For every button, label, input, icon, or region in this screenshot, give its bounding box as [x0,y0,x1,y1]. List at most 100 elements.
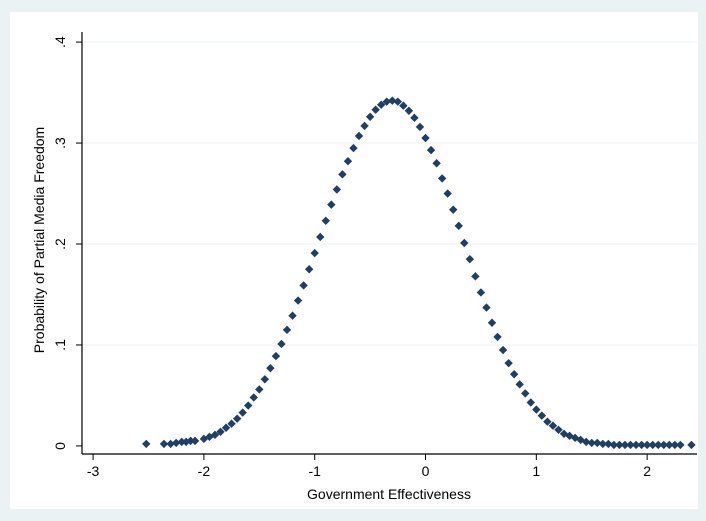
data-point [498,345,508,355]
data-point [432,159,441,168]
data-point [648,440,657,450]
data-point [304,265,314,274]
data-point [338,170,347,179]
data-point [288,311,297,320]
data-point [665,440,674,450]
data-point [232,414,242,423]
y-tick-label: .1 [52,339,68,351]
data-point [576,435,585,445]
data-point [537,411,547,420]
data-point [332,185,342,194]
data-point [410,113,419,123]
data-point [554,425,563,434]
x-tick-label: -2 [198,463,211,479]
data-point [216,427,225,436]
data-point [509,370,519,379]
data-point [166,439,175,449]
data-point [631,440,641,450]
data-point [221,423,231,432]
data-point [609,440,619,450]
data-point [404,106,414,115]
data-point [227,419,236,428]
data-point [365,112,375,122]
plot-area [10,12,698,509]
x-tick-label: 0 [422,463,430,479]
data-point [159,439,169,449]
data-point [449,205,458,214]
data-point [570,433,580,443]
tick-layer: 0 .1 .2 .3 .4 -3 -2 -1 0 1 2 [52,36,651,479]
y-tick-label: .3 [52,137,68,149]
data-point [249,393,258,402]
data-point [266,363,275,373]
y-tick-label: 0 [52,442,68,450]
data-point [659,440,668,450]
data-point [349,143,358,153]
data-point [581,437,591,447]
data-point [399,101,408,110]
data-point [443,189,452,198]
data-point [642,440,652,450]
data-point [421,133,430,143]
data-point [238,408,247,417]
data-point [543,417,552,426]
data-point [515,380,524,389]
curve-layer [142,96,696,450]
data-point [354,131,364,141]
data-point [316,232,325,242]
data-point [360,121,369,131]
data-point [559,429,569,439]
x-axis-title: Government Effectiveness [307,486,471,502]
data-point [593,438,602,448]
x-tick-label: 1 [532,463,540,479]
data-point [382,97,391,106]
data-point [426,145,436,155]
data-point [615,440,624,450]
data-point [532,405,541,414]
data-point [504,358,513,368]
data-point [321,216,330,225]
data-point [293,296,303,305]
data-point [654,440,663,450]
data-point [277,339,286,349]
data-point [676,440,685,450]
x-tick-label: -3 [87,463,100,479]
data-point [186,436,195,446]
data-point [310,248,319,258]
data-point [493,332,502,342]
data-point [210,430,220,440]
y-tick-label: .4 [52,36,68,48]
data-point [177,437,186,447]
grid-layer [82,41,697,346]
data-point [388,96,397,105]
axis-layer [81,32,697,455]
data-point [521,389,530,398]
data-point [190,436,200,446]
data-point [626,440,635,450]
data-point [255,385,264,394]
data-point [587,438,596,448]
data-point [271,351,281,361]
data-point [670,440,680,450]
x-tick-label: -1 [308,463,321,479]
data-point [604,439,613,449]
data-point [343,157,353,166]
data-point [299,281,308,290]
data-point [327,200,336,209]
y-axis-title: Probability of Partial Media Freedom [31,127,47,353]
data-point [476,288,486,297]
data-point [171,438,181,448]
data-point [465,254,475,264]
y-tick-label: .2 [52,238,68,250]
data-point [460,238,469,248]
data-point [244,401,253,410]
data-point [415,122,425,132]
data-point [282,325,292,335]
data-point [526,398,535,407]
data-point [393,97,403,106]
x-tick-label: 2 [643,463,651,479]
data-point [437,174,447,183]
data-point [637,440,646,450]
data-point [471,272,480,281]
